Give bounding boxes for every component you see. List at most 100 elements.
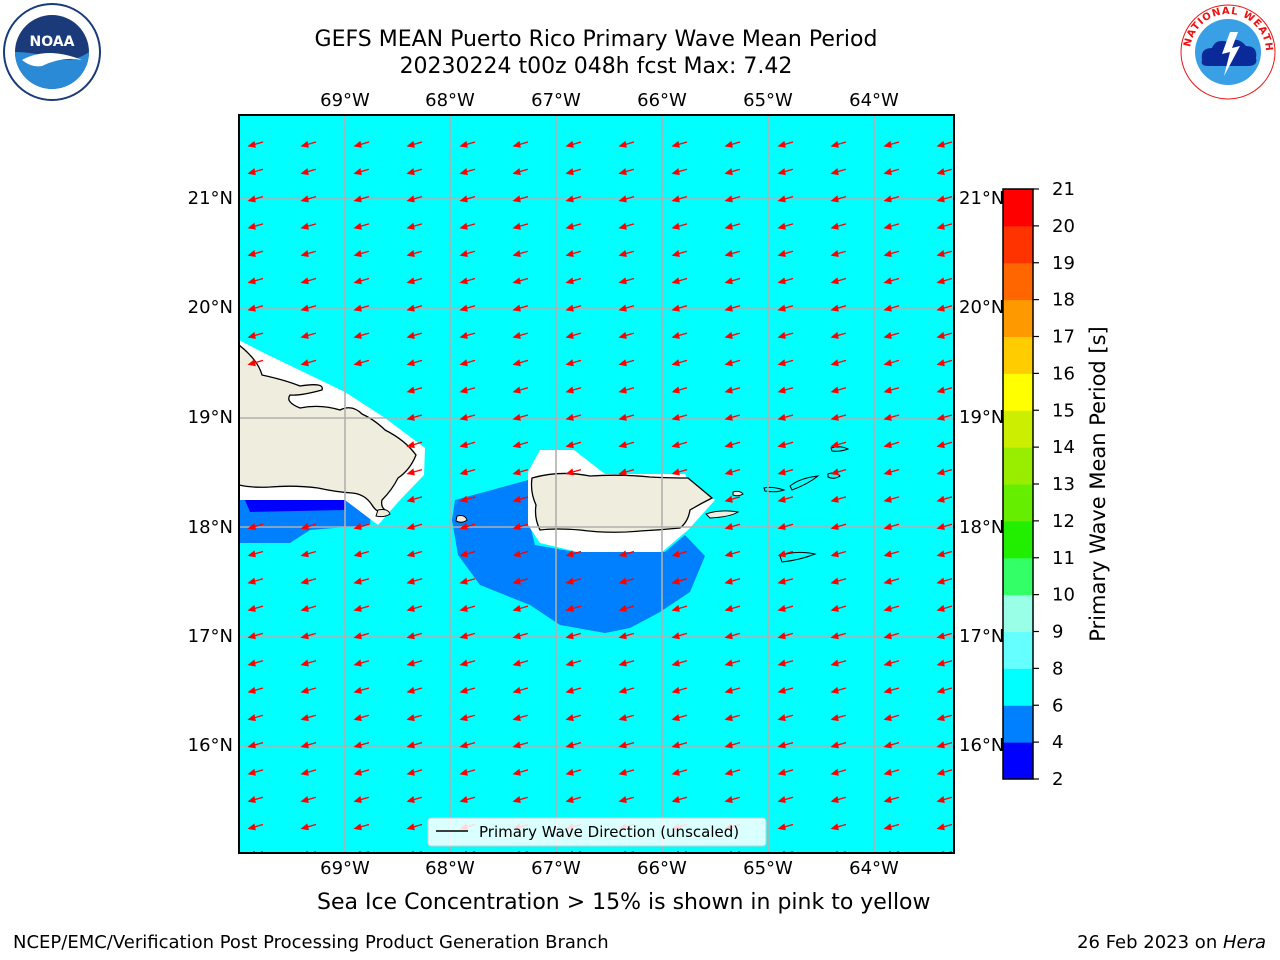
colorbar-tick-label: 15 <box>1052 400 1075 421</box>
wave-arrow-head <box>565 359 574 367</box>
wave-arrow-head <box>883 714 892 722</box>
colorbar-tick-label: 12 <box>1052 511 1075 532</box>
wave-arrow-head <box>565 304 574 312</box>
wave-arrow-head <box>777 577 786 585</box>
lat-label-left: 20°N <box>188 297 233 318</box>
wave-arrow-head <box>777 441 786 449</box>
wave-arrow-head <box>512 768 521 776</box>
colorbar-tick-label: 8 <box>1052 658 1063 679</box>
land-hispaniola <box>239 344 417 514</box>
wave-arrow-head <box>936 386 945 394</box>
wave-arrow-head <box>777 796 786 803</box>
wave-arrow-head <box>724 659 733 667</box>
land-vieques <box>705 510 740 519</box>
wave-arrow-head <box>671 277 680 285</box>
wave-arrow-head <box>565 140 574 148</box>
wave-arrow-head <box>883 741 892 749</box>
wave-arrow-head <box>353 304 362 312</box>
wave-arrow-head <box>565 386 574 394</box>
wave-arrow-head <box>565 195 574 203</box>
wave-arrow-head <box>512 359 521 367</box>
wave-arrow-head <box>883 495 892 503</box>
colorbar-segment <box>1003 447 1033 485</box>
colorbar-tick-label: 6 <box>1052 695 1063 716</box>
wave-arrow-head <box>883 359 892 367</box>
colorbar-segment <box>1003 484 1033 522</box>
wave-arrow-head <box>247 632 256 640</box>
wave-arrow-head <box>724 468 733 476</box>
wave-arrow-head <box>247 550 256 558</box>
wave-arrow-head <box>936 796 945 803</box>
wave-arrow-head <box>565 222 574 230</box>
wave-arrow-head <box>883 250 892 257</box>
wave-arrow-head <box>883 686 892 694</box>
wave-arrow-head <box>300 195 309 203</box>
wave-arrow-head <box>936 741 945 749</box>
colorbar-tick-label: 20 <box>1052 216 1075 237</box>
wave-arrow-head <box>724 386 733 394</box>
wave-arrow-head <box>618 550 627 558</box>
wave-arrow-head <box>830 714 839 722</box>
wave-arrow-head <box>883 659 892 667</box>
wave-arrow-head <box>618 468 627 476</box>
wave-arrow-head <box>830 331 839 339</box>
wave-arrow-head <box>936 550 945 558</box>
wave-arrow-head <box>247 768 256 776</box>
colorbar-segment <box>1003 262 1033 301</box>
lat-label-right: 19°N <box>959 407 1004 428</box>
wave-arrow-head <box>353 714 362 722</box>
wave-arrow-head <box>883 195 892 203</box>
wave-arrow-head <box>247 659 256 667</box>
colorbar-tick-label: 9 <box>1052 622 1063 643</box>
wave-arrow-head <box>830 604 839 612</box>
colorbar-ticks: 2 4 6 8 9 10 11 12 13 14 15 16 17 18 19 20 21 <box>1033 179 1075 790</box>
colorbar-segment <box>1003 225 1033 264</box>
wave-arrow-head <box>671 250 680 257</box>
wave-arrow-head <box>777 523 786 530</box>
wave-arrow-head <box>830 277 839 285</box>
wave-arrow-head <box>512 495 521 503</box>
wave-arrow-head <box>459 168 468 176</box>
wave-arrow-head <box>300 796 309 803</box>
wave-arrow-head <box>512 195 521 203</box>
wave-arrow-head <box>830 550 839 558</box>
wave-arrow-head <box>247 686 256 694</box>
wave-arrow-head <box>618 386 627 394</box>
colorbar-segment <box>1003 705 1033 743</box>
wave-arrow-head <box>459 140 468 148</box>
wave-arrow-head <box>353 331 362 339</box>
wave-arrow-head <box>883 413 892 421</box>
lat-label-right: 17°N <box>959 626 1004 647</box>
wave-arrow-head <box>724 441 733 449</box>
colorbar-tick-label: 11 <box>1052 548 1075 569</box>
wave-arrow-head <box>777 686 786 694</box>
colorbar-tick-label: 17 <box>1052 327 1075 348</box>
wave-arrow-head <box>724 741 733 749</box>
wave-arrow-head <box>247 168 256 176</box>
wave-arrow-head <box>618 796 627 803</box>
wave-arrow-head <box>936 413 945 421</box>
wave-arrow-head <box>459 304 468 312</box>
wave-arrow-head <box>724 550 733 558</box>
wave-arrow-head <box>406 222 415 230</box>
wave-arrow-head <box>565 250 574 257</box>
wave-arrow-head <box>830 140 839 148</box>
wave-arrow-head <box>565 714 574 722</box>
wave-arrow-head <box>406 168 415 176</box>
wave-arrow-head <box>724 277 733 285</box>
wave-arrow-head <box>565 468 574 476</box>
wave-arrow-head <box>459 495 468 503</box>
wave-arrow-head <box>830 359 839 367</box>
wave-arrow-head <box>724 168 733 176</box>
wave-arrow-head <box>565 768 574 776</box>
wave-arrow-head <box>512 468 521 476</box>
lon-label-bottom: 66°W <box>637 858 687 879</box>
wave-arrow-head <box>671 468 680 476</box>
lon-label-bottom: 68°W <box>425 858 475 879</box>
wave-arrow-head <box>671 796 680 803</box>
wave-arrow-head <box>247 823 256 831</box>
wave-arrow-head <box>300 659 309 667</box>
colorbar-tick-label: 19 <box>1052 253 1075 274</box>
wave-arrow-head <box>300 140 309 148</box>
wave-arrow-head <box>300 250 309 257</box>
